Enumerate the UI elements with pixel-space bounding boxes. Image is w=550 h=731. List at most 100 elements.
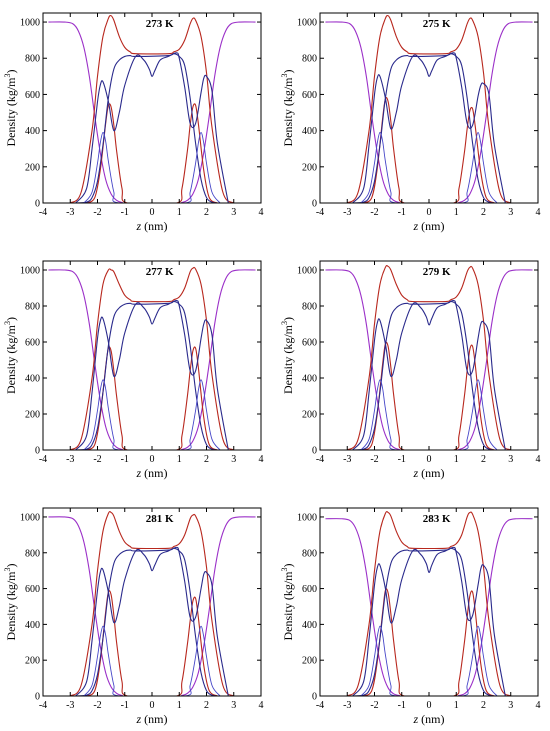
x-tick-label: 1	[177, 454, 182, 465]
y-axis-label-main: Density (kg/m	[4, 324, 18, 394]
x-tick-label: -4	[316, 454, 324, 465]
series-line-red-1	[69, 14, 235, 203]
series-line-blue-3	[75, 52, 229, 203]
series-line-red-1	[346, 14, 512, 203]
y-tick-label: 0	[35, 692, 40, 703]
x-axis-label-var: z	[136, 712, 142, 726]
panel-title: 275 K	[423, 18, 451, 30]
x-tick-label: -2	[370, 454, 378, 465]
y-tick-label: 1000	[20, 512, 40, 523]
y-tick-label: 800	[302, 548, 317, 559]
x-tick-label: 1	[454, 700, 459, 711]
y-tick-label: 0	[312, 692, 317, 703]
x-tick-label: 0	[150, 700, 155, 711]
x-tick-label: 2	[204, 454, 209, 465]
x-tick-label: -3	[66, 700, 74, 711]
y-tick-label: 800	[25, 548, 40, 559]
y-axis-label-sup: 3	[280, 74, 289, 78]
series-line-blue-4	[352, 53, 506, 203]
series-group	[325, 511, 533, 696]
series-line-purple-0	[325, 21, 533, 203]
y-axis-label-end: )	[281, 317, 295, 321]
chart-panel-2: -4 -3 -2 -1 0 1 2 3 4 0 200 400 600 800 1000 277 K z (nm…	[3, 260, 264, 480]
x-tick-label: 2	[481, 207, 486, 218]
y-tick-label: 1000	[297, 266, 317, 277]
x-tick-label: -4	[39, 454, 47, 465]
x-axis-label-unit: (nm)	[418, 219, 444, 233]
x-tick-label: 3	[231, 454, 236, 465]
y-axis-label-main: Density (kg/m	[4, 571, 18, 641]
plot-frame	[42, 260, 262, 451]
x-axis-label-unit: (nm)	[141, 466, 167, 480]
chart-panel-3: -4 -3 -2 -1 0 1 2 3 4 0 200 400 600 800 1000 279 K z (nm…	[280, 260, 541, 480]
y-tick-label: 600	[302, 338, 317, 349]
series-line-blue-3	[352, 546, 506, 696]
y-tick-label: 200	[302, 410, 317, 421]
y-tick-label: 800	[25, 302, 40, 313]
x-axis-label-var: z	[136, 219, 142, 233]
x-tick-label: -3	[343, 700, 351, 711]
series-line-purple-0	[325, 269, 533, 450]
series-line-blue-3	[75, 546, 229, 696]
x-axis-label-unit: (nm)	[418, 466, 444, 480]
x-tick-label: 4	[259, 207, 264, 218]
y-axis-label-end: )	[4, 564, 18, 568]
x-tick-label: -1	[121, 207, 129, 218]
y-tick-label: 400	[25, 126, 40, 137]
x-tick-label: 0	[427, 207, 432, 218]
panel-title: 273 K	[146, 18, 174, 30]
series-line-blue_light-5	[83, 625, 221, 696]
y-tick-label: 600	[302, 90, 317, 101]
y-tick-label: 0	[312, 446, 317, 457]
y-tick-label: 400	[25, 374, 40, 385]
series-line-blue-3	[352, 300, 506, 450]
x-tick-label: 0	[150, 207, 155, 218]
series-line-red-1	[69, 266, 235, 450]
x-tick-label: 4	[536, 700, 541, 711]
x-tick-label: 1	[177, 207, 182, 218]
y-tick-label: 0	[35, 199, 40, 210]
y-axis-label-end: )	[281, 564, 295, 568]
y-tick-label: 400	[302, 126, 317, 137]
y-tick-label: 200	[25, 656, 40, 667]
x-tick-label: -4	[39, 700, 47, 711]
chart-panel-0: -4 -3 -2 -1 0 1 2 3 4 0 200 400 600 800 1000 273 K z (nm…	[3, 12, 264, 233]
x-axis-label: z (nm)	[136, 712, 168, 726]
y-tick-label: 200	[25, 162, 40, 173]
x-tick-label: 4	[259, 700, 264, 711]
x-axis-label-unit: (nm)	[418, 712, 444, 726]
x-tick-label: -2	[370, 207, 378, 218]
x-tick-label: 3	[231, 700, 236, 711]
plot-frame	[42, 507, 262, 697]
x-tick-label: 4	[536, 207, 541, 218]
series-line-red-1	[346, 265, 512, 450]
x-tick-label: -3	[66, 207, 74, 218]
x-tick-label: -4	[316, 700, 324, 711]
x-tick-label: -4	[39, 207, 47, 218]
x-tick-label: -1	[121, 700, 129, 711]
x-tick-label: 2	[481, 454, 486, 465]
y-tick-label: 600	[302, 584, 317, 595]
y-axis-label-main: Density (kg/m	[4, 77, 18, 147]
y-tick-label: 0	[35, 446, 40, 457]
y-axis-label: Density (kg/m3)	[280, 317, 295, 394]
series-line-red-1	[69, 511, 235, 696]
series-line-blue_light-5	[360, 379, 498, 450]
x-tick-label: -3	[66, 454, 74, 465]
x-axis-label: z (nm)	[136, 466, 168, 480]
y-axis-label-sup: 3	[3, 568, 12, 572]
x-tick-label: -1	[398, 700, 406, 711]
x-tick-label: -2	[370, 700, 378, 711]
x-tick-label: 2	[481, 700, 486, 711]
y-axis-label: Density (kg/m3)	[280, 70, 295, 147]
y-axis-label-end: )	[4, 317, 18, 321]
x-tick-label: -2	[93, 454, 101, 465]
x-tick-label: -1	[398, 207, 406, 218]
x-tick-label: 0	[427, 454, 432, 465]
x-tick-label: 3	[231, 207, 236, 218]
series-line-blue-4	[75, 300, 229, 450]
x-tick-label: 3	[508, 454, 513, 465]
y-axis-label: Density (kg/m3)	[280, 564, 295, 641]
series-line-blue-4	[352, 547, 506, 696]
plot-frame	[319, 507, 539, 697]
